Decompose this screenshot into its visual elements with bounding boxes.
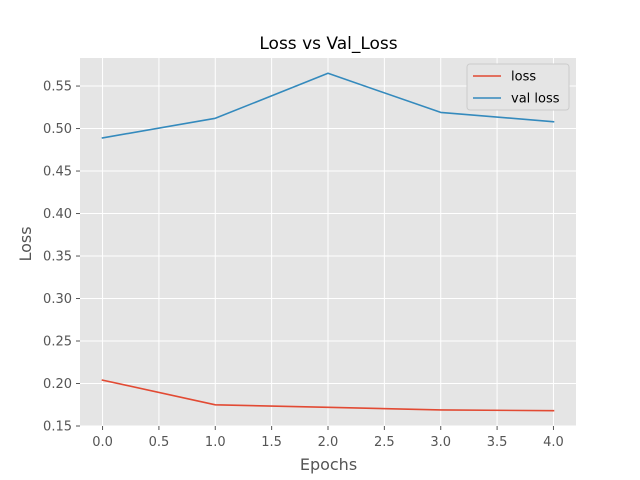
y-tick-label: 0.50 bbox=[43, 122, 72, 137]
axis-ticks: 0.0 0.5 1.0 1.5 2.0 2.5 3.0 3.5 4.0 0.15 0.20 0.25 0… bbox=[43, 80, 564, 450]
y-tick-label: 0.35 bbox=[43, 250, 72, 265]
y-axis-label: Loss bbox=[16, 226, 35, 261]
x-tick-label: 1.5 bbox=[261, 435, 282, 450]
y-tick-label: 0.45 bbox=[43, 165, 72, 180]
series-lines bbox=[101, 72, 555, 412]
series-line-val-loss bbox=[101, 72, 555, 139]
x-tick-label: 3.0 bbox=[430, 435, 451, 450]
y-tick-label: 0.55 bbox=[43, 80, 72, 95]
y-tick-label: 0.25 bbox=[43, 335, 72, 350]
x-tick-label: 0.5 bbox=[149, 435, 170, 450]
y-tick-label: 0.15 bbox=[43, 420, 72, 435]
legend: loss val loss bbox=[466, 63, 570, 111]
legend-label: val loss bbox=[511, 92, 560, 107]
legend-label: loss bbox=[511, 70, 536, 85]
y-tick-label: 0.30 bbox=[43, 292, 72, 307]
x-tick-label: 4.0 bbox=[543, 435, 564, 450]
x-axis-label: Epochs bbox=[300, 455, 357, 474]
y-tick-label: 0.40 bbox=[43, 207, 72, 222]
x-tick-label: 0.0 bbox=[92, 435, 113, 450]
x-tick-label: 2.0 bbox=[318, 435, 339, 450]
chart-title: Loss vs Val_Loss bbox=[259, 34, 397, 54]
x-tick-label: 3.5 bbox=[487, 435, 508, 450]
y-tick-label: 0.20 bbox=[43, 377, 72, 392]
series-line-loss bbox=[101, 379, 555, 412]
x-tick-label: 1.0 bbox=[205, 435, 226, 450]
x-tick-label: 2.5 bbox=[374, 435, 395, 450]
